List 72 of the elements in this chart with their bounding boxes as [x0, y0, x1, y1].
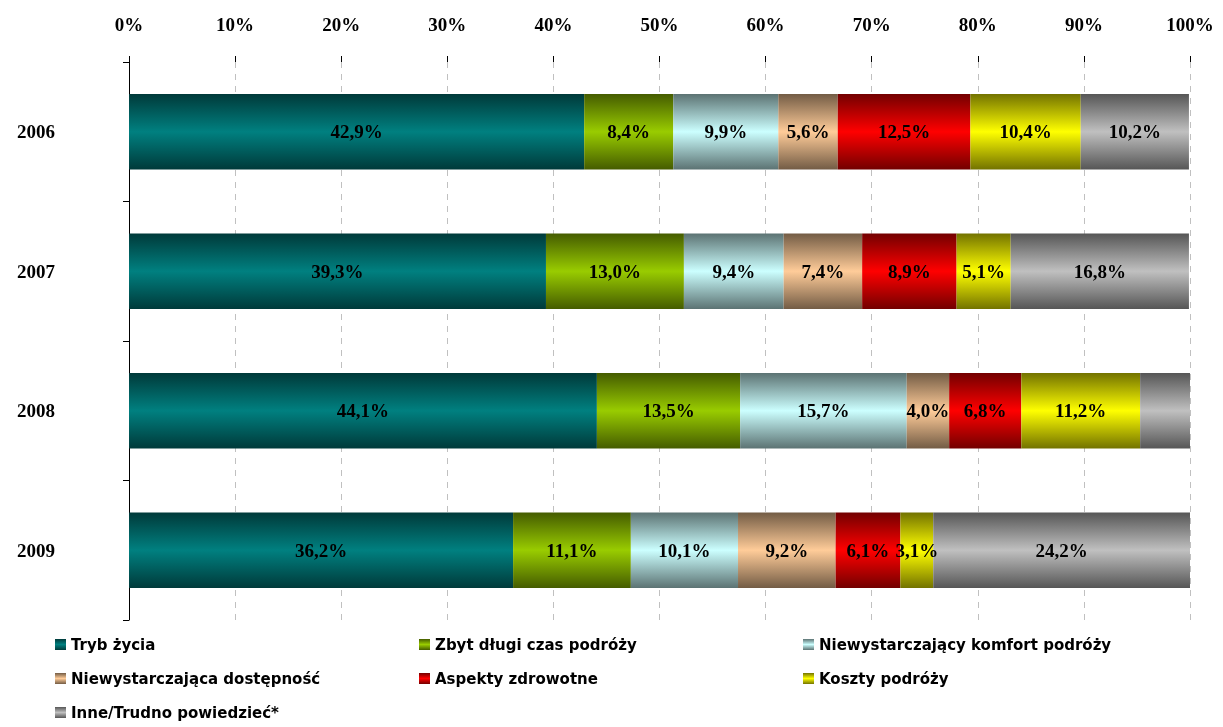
- legend-label: Koszty podróży: [819, 669, 949, 688]
- data-label: 5,6%: [786, 121, 830, 143]
- bar: [949, 373, 1022, 449]
- data-label: 15,7%: [797, 400, 850, 422]
- data-label: 8,4%: [607, 121, 651, 143]
- legend-label: Inne/Trudno powiedzieć*: [71, 703, 280, 722]
- legend-label: Zbyt długi czas podróży: [435, 635, 637, 654]
- bar: [673, 94, 779, 170]
- bar: [740, 373, 907, 449]
- data-label: 5,1%: [962, 260, 1006, 282]
- data-label: 10,4%: [999, 121, 1052, 143]
- data-label: 6,1%: [846, 539, 890, 561]
- bar: [1140, 373, 1190, 449]
- data-label: 44,1%: [336, 400, 390, 422]
- bar: [129, 233, 546, 309]
- bar: [1021, 373, 1141, 449]
- bar: [778, 94, 838, 170]
- bar: [129, 512, 514, 588]
- legend-label: Niewystarczająca dostępność: [71, 669, 321, 688]
- data-label: 39,3%: [311, 260, 364, 282]
- data-label: 11,2%: [1055, 400, 1107, 422]
- x-tick-label: 90%: [1064, 14, 1103, 35]
- data-label: 12,5%: [877, 121, 931, 143]
- legend-label: Tryb życia: [71, 635, 156, 654]
- data-label: 11,1%: [546, 539, 598, 561]
- data-label: 10,2%: [1108, 121, 1161, 143]
- bar: [956, 233, 1011, 309]
- data-label: 7,4%: [801, 260, 845, 282]
- legend-label: Aspekty zdrowotne: [435, 669, 598, 688]
- data-label: 24,2%: [1035, 539, 1088, 561]
- data-label: 10,1%: [658, 539, 711, 561]
- data-label: 6,8%: [963, 400, 1007, 422]
- x-tick-label: 0%: [114, 14, 144, 35]
- x-tick-label: 10%: [216, 14, 255, 35]
- x-tick-label: 70%: [852, 14, 891, 35]
- x-tick-label: 60%: [746, 14, 785, 35]
- bar: [584, 94, 674, 170]
- bar: [683, 233, 784, 309]
- data-label: 42,9%: [330, 121, 383, 143]
- data-label: 36,2%: [294, 539, 348, 561]
- x-tick-label: 100%: [1166, 14, 1214, 35]
- bar: [970, 94, 1081, 170]
- bar: [1010, 233, 1189, 309]
- data-label: 8,9%: [887, 260, 931, 282]
- data-label: 13,0%: [588, 260, 642, 282]
- bar: [129, 373, 597, 449]
- legend-label: Niewystarczający komfort podróży: [819, 635, 1112, 654]
- bar: [513, 512, 631, 588]
- data-label: 9,4%: [712, 260, 756, 282]
- bar: [545, 233, 684, 309]
- x-tick-label: 30%: [428, 14, 467, 35]
- data-label: 4,0%: [906, 400, 950, 422]
- data-label: 9,2%: [765, 539, 809, 561]
- bar: [596, 373, 741, 449]
- data-label: 9,9%: [704, 121, 748, 143]
- bar: [738, 512, 836, 588]
- x-tick-label: 80%: [958, 14, 997, 35]
- bar: [837, 94, 971, 170]
- y-tick-label: 2006: [17, 121, 55, 143]
- bar: [862, 233, 957, 309]
- x-tick-label: 50%: [640, 14, 679, 35]
- bar: [630, 512, 739, 588]
- y-tick-label: 2009: [17, 539, 55, 561]
- x-tick-label: 40%: [534, 14, 573, 35]
- y-tick-label: 2008: [17, 400, 55, 422]
- bar: [129, 94, 585, 170]
- bar: [783, 233, 863, 309]
- y-tick-label: 2007: [17, 260, 56, 282]
- bar: [1080, 94, 1189, 170]
- x-tick-label: 20%: [322, 14, 361, 35]
- data-label: 13,5%: [642, 400, 695, 422]
- data-label: 16,8%: [1073, 260, 1126, 282]
